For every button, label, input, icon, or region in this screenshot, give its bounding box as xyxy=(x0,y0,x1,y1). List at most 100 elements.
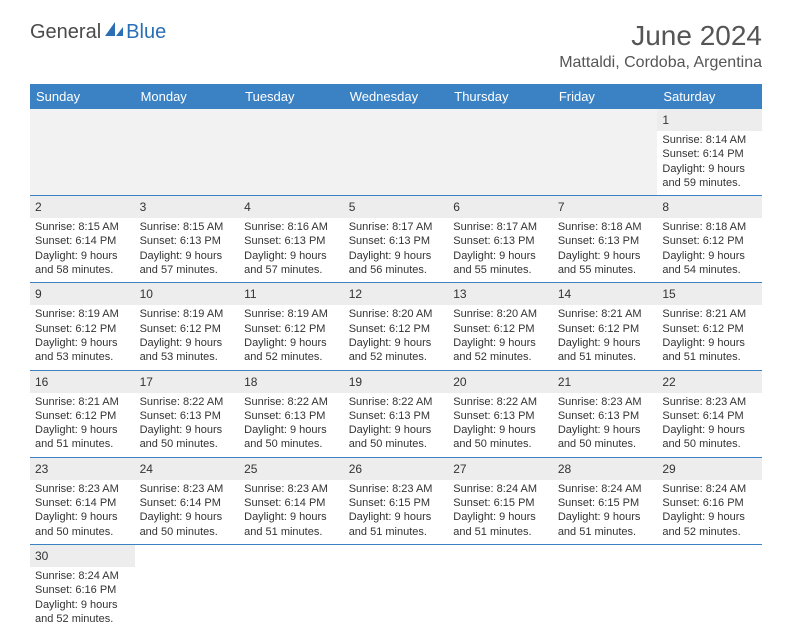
day-info: Sunrise: 8:23 AMSunset: 6:14 PMDaylight:… xyxy=(244,482,339,539)
empty-cell xyxy=(135,544,240,631)
day-number: 10 xyxy=(140,287,153,301)
header: General Blue June 2024 Mattaldi, Cordoba… xyxy=(30,20,762,72)
day-info: Sunrise: 8:23 AMSunset: 6:13 PMDaylight:… xyxy=(558,395,653,452)
day-info: Sunrise: 8:24 AMSunset: 6:15 PMDaylight:… xyxy=(453,482,548,539)
day-cell: 4Sunrise: 8:16 AMSunset: 6:13 PMDaylight… xyxy=(239,196,344,283)
weekday-header: Friday xyxy=(553,84,658,109)
day-number-row: 7 xyxy=(553,196,658,218)
day-number-row: 1 xyxy=(657,109,762,131)
day-number-row: 11 xyxy=(239,283,344,305)
day-number-row: 3 xyxy=(135,196,240,218)
day-info: Sunrise: 8:24 AMSunset: 6:16 PMDaylight:… xyxy=(35,569,130,626)
empty-cell xyxy=(448,544,553,631)
day-number-row: 25 xyxy=(239,458,344,480)
day-info: Sunrise: 8:17 AMSunset: 6:13 PMDaylight:… xyxy=(349,220,444,277)
day-info: Sunrise: 8:22 AMSunset: 6:13 PMDaylight:… xyxy=(244,395,339,452)
day-cell: 29 Sunrise: 8:24 AMSunset: 6:16 PMDayligh… xyxy=(657,457,762,544)
day-cell: 10 Sunrise: 8:19 AMSunset: 6:12 PMDayligh… xyxy=(135,283,240,370)
day-info: Sunrise: 8:22 AMSunset: 6:13 PMDaylight:… xyxy=(453,395,548,452)
day-cell: 25 Sunrise: 8:23 AMSunset: 6:14 PMDayligh… xyxy=(239,457,344,544)
month-title: June 2024 xyxy=(559,20,762,52)
logo-text-1: General xyxy=(30,21,101,44)
day-info: Sunrise: 8:19 AMSunset: 6:12 PMDaylight:… xyxy=(35,307,130,364)
day-number: 24 xyxy=(140,462,153,476)
day-cell: 30 Sunrise: 8:24 AMSunset: 6:16 PMDayligh… xyxy=(30,544,135,631)
calendar-body: 1Sunrise: 8:14 AMSunset: 6:14 PMDaylight… xyxy=(30,109,762,631)
calendar-table: SundayMondayTuesdayWednesdayThursdayFrid… xyxy=(30,84,762,631)
day-number-row: 30 xyxy=(30,545,135,567)
day-info: Sunrise: 8:22 AMSunset: 6:13 PMDaylight:… xyxy=(349,395,444,452)
day-number: 25 xyxy=(244,462,257,476)
day-info: Sunrise: 8:21 AMSunset: 6:12 PMDaylight:… xyxy=(35,395,130,452)
day-cell: 22Sunrise: 8:23 AMSunset: 6:14 PMDayligh… xyxy=(657,370,762,457)
day-cell: 9 Sunrise: 8:19 AMSunset: 6:12 PMDaylight… xyxy=(30,283,135,370)
day-info: Sunrise: 8:23 AMSunset: 6:15 PMDaylight:… xyxy=(349,482,444,539)
empty-cell xyxy=(239,109,344,196)
day-number: 18 xyxy=(244,375,257,389)
day-number-row: 19 xyxy=(344,371,449,393)
calendar-row: 1Sunrise: 8:14 AMSunset: 6:14 PMDaylight… xyxy=(30,109,762,196)
empty-cell xyxy=(553,109,658,196)
weekday-header: Saturday xyxy=(657,84,762,109)
weekday-header: Wednesday xyxy=(344,84,449,109)
day-info: Sunrise: 8:23 AMSunset: 6:14 PMDaylight:… xyxy=(662,395,757,452)
weekday-header: Sunday xyxy=(30,84,135,109)
day-number-row: 21 xyxy=(553,371,658,393)
day-number-row: 12 xyxy=(344,283,449,305)
day-number-row: 24 xyxy=(135,458,240,480)
day-cell: 23 Sunrise: 8:23 AMSunset: 6:14 PMDayligh… xyxy=(30,457,135,544)
logo-text-2: Blue xyxy=(126,21,166,44)
empty-cell xyxy=(344,544,449,631)
calendar-row: 16Sunrise: 8:21 AMSunset: 6:12 PMDayligh… xyxy=(30,370,762,457)
title-block: June 2024 Mattaldi, Cordoba, Argentina xyxy=(559,20,762,72)
day-number: 29 xyxy=(662,462,675,476)
day-number: 12 xyxy=(349,287,362,301)
day-cell: 7Sunrise: 8:18 AMSunset: 6:13 PMDaylight… xyxy=(553,196,658,283)
day-cell: 2Sunrise: 8:15 AMSunset: 6:14 PMDaylight… xyxy=(30,196,135,283)
day-cell: 12 Sunrise: 8:20 AMSunset: 6:12 PMDayligh… xyxy=(344,283,449,370)
weekday-header: Tuesday xyxy=(239,84,344,109)
day-info: Sunrise: 8:21 AMSunset: 6:12 PMDaylight:… xyxy=(662,307,757,364)
day-info: Sunrise: 8:23 AMSunset: 6:14 PMDaylight:… xyxy=(35,482,130,539)
location: Mattaldi, Cordoba, Argentina xyxy=(559,54,762,72)
day-number: 5 xyxy=(349,200,356,214)
day-info: Sunrise: 8:16 AMSunset: 6:13 PMDaylight:… xyxy=(244,220,339,277)
day-cell: 8Sunrise: 8:18 AMSunset: 6:12 PMDaylight… xyxy=(657,196,762,283)
day-info: Sunrise: 8:20 AMSunset: 6:12 PMDaylight:… xyxy=(349,307,444,364)
day-number-row: 22 xyxy=(657,371,762,393)
day-number: 30 xyxy=(35,549,48,563)
day-number-row: 6 xyxy=(448,196,553,218)
day-cell: 19Sunrise: 8:22 AMSunset: 6:13 PMDayligh… xyxy=(344,370,449,457)
day-number: 9 xyxy=(35,287,42,301)
empty-cell xyxy=(657,544,762,631)
day-number-row: 27 xyxy=(448,458,553,480)
day-number-row: 10 xyxy=(135,283,240,305)
calendar-row: 23 Sunrise: 8:23 AMSunset: 6:14 PMDayligh… xyxy=(30,457,762,544)
empty-cell xyxy=(553,544,658,631)
empty-cell xyxy=(239,544,344,631)
day-number-row: 20 xyxy=(448,371,553,393)
weekday-header: Thursday xyxy=(448,84,553,109)
day-number: 23 xyxy=(35,462,48,476)
empty-cell xyxy=(448,109,553,196)
day-number: 20 xyxy=(453,375,466,389)
day-number-row: 14 xyxy=(553,283,658,305)
day-info: Sunrise: 8:24 AMSunset: 6:16 PMDaylight:… xyxy=(662,482,757,539)
day-number: 14 xyxy=(558,287,571,301)
calendar-row: 2Sunrise: 8:15 AMSunset: 6:14 PMDaylight… xyxy=(30,196,762,283)
day-info: Sunrise: 8:19 AMSunset: 6:12 PMDaylight:… xyxy=(140,307,235,364)
day-number-row: 9 xyxy=(30,283,135,305)
day-number: 1 xyxy=(662,113,669,127)
day-info: Sunrise: 8:23 AMSunset: 6:14 PMDaylight:… xyxy=(140,482,235,539)
day-number: 26 xyxy=(349,462,362,476)
empty-cell xyxy=(30,109,135,196)
day-info: Sunrise: 8:17 AMSunset: 6:13 PMDaylight:… xyxy=(453,220,548,277)
day-cell: 28Sunrise: 8:24 AMSunset: 6:15 PMDayligh… xyxy=(553,457,658,544)
day-cell: 18 Sunrise: 8:22 AMSunset: 6:13 PMDayligh… xyxy=(239,370,344,457)
day-cell: 27Sunrise: 8:24 AMSunset: 6:15 PMDayligh… xyxy=(448,457,553,544)
calendar-row: 9 Sunrise: 8:19 AMSunset: 6:12 PMDaylight… xyxy=(30,283,762,370)
day-info: Sunrise: 8:15 AMSunset: 6:13 PMDaylight:… xyxy=(140,220,235,277)
day-number-row: 16 xyxy=(30,371,135,393)
day-cell: 16Sunrise: 8:21 AMSunset: 6:12 PMDayligh… xyxy=(30,370,135,457)
day-cell: 11Sunrise: 8:19 AMSunset: 6:12 PMDayligh… xyxy=(239,283,344,370)
